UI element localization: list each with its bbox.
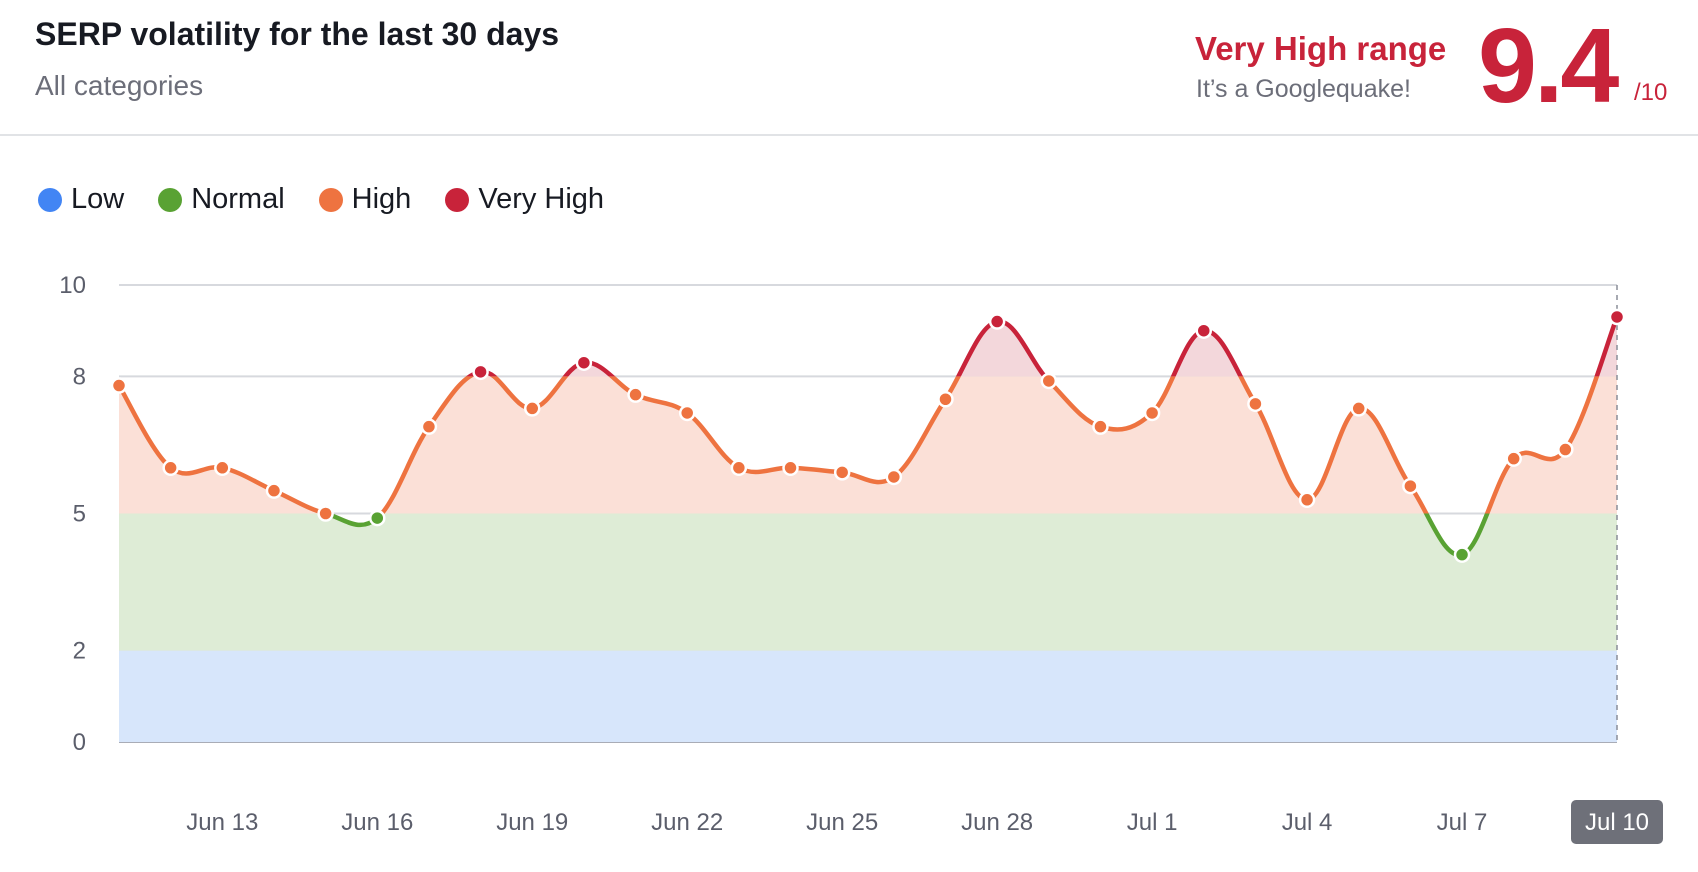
legend-dot-normal: [158, 187, 183, 212]
data-point[interactable]: [1298, 491, 1316, 509]
x-tick-label: Jun 19: [496, 809, 568, 836]
range-label: Very High range: [1195, 30, 1447, 67]
y-tick-label: 5: [73, 501, 86, 528]
volatility-score: 9.4: [1478, 7, 1619, 125]
band-area-normal: [119, 513, 1617, 651]
data-point[interactable]: [1557, 441, 1574, 458]
x-tick-label: Jun 22: [651, 809, 723, 836]
data-point[interactable]: [472, 363, 489, 381]
data-point[interactable]: [730, 459, 748, 477]
data-point[interactable]: [1247, 395, 1264, 413]
x-tick-label: Jun 16: [341, 809, 413, 836]
legend-dot-high: [318, 187, 343, 212]
x-tick-label: Jun 25: [806, 809, 878, 836]
y-tick-label: 10: [59, 272, 86, 299]
legend-dot-low: [38, 187, 62, 212]
data-point[interactable]: [523, 400, 541, 417]
data-point[interactable]: [1092, 418, 1109, 435]
legend-label-high: High: [351, 183, 412, 215]
data-point[interactable]: [782, 459, 799, 477]
chart-title: SERP volatility for the last 30 days: [35, 16, 560, 52]
data-point[interactable]: [1143, 404, 1161, 422]
x-tick-label: Jul 10: [1585, 809, 1649, 836]
y-tick-label: 0: [73, 729, 86, 756]
legend-item-high[interactable]: High: [318, 183, 412, 216]
range-note: It’s a Googlequake!: [1196, 75, 1411, 103]
data-point[interactable]: [833, 464, 851, 481]
x-tick-label: Jul 1: [1127, 809, 1178, 836]
legend-item-low[interactable]: Low: [38, 183, 124, 216]
data-point[interactable]: [369, 509, 386, 527]
y-tick-label: 2: [73, 638, 86, 665]
y-tick-label: 8: [73, 363, 86, 390]
data-point[interactable]: [110, 377, 128, 394]
legend-label-very-high: Very High: [478, 183, 605, 215]
legend-dot-very-high: [445, 187, 470, 212]
band-area-high: [119, 376, 1617, 514]
legend-item-normal[interactable]: Normal: [158, 183, 285, 216]
volatility-chart[interactable]: 0 2 5 8 10 Jun 13 Jun 16 Jun 19 Jun 22 Jun 25 Jun …: [0, 220, 1698, 872]
data-point[interactable]: [1453, 546, 1471, 563]
data-point[interactable]: [1195, 322, 1213, 339]
data-point[interactable]: [1402, 477, 1419, 495]
x-tick-label: Jul 4: [1282, 809, 1333, 836]
data-point[interactable]: [1040, 372, 1058, 390]
data-point[interactable]: [575, 354, 593, 371]
category-selector[interactable]: All categories: [35, 70, 204, 101]
chart-legend: Low Normal High Very High: [38, 183, 604, 216]
data-point[interactable]: [214, 459, 231, 477]
data-point[interactable]: [1350, 400, 1367, 417]
series-line-high: [117, 376, 1600, 514]
data-point[interactable]: [162, 459, 179, 477]
data-point[interactable]: [1608, 308, 1626, 326]
data-point[interactable]: [988, 313, 1006, 330]
data-point[interactable]: [1505, 450, 1522, 467]
x-tick-label: Jul 7: [1437, 809, 1488, 836]
x-tick-highlight: [1571, 800, 1663, 844]
band-area-low: [119, 650, 1617, 742]
data-point[interactable]: [937, 391, 954, 408]
data-point[interactable]: [420, 418, 438, 435]
data-point[interactable]: [265, 482, 283, 499]
data-point[interactable]: [317, 505, 334, 522]
x-tick-label: Jun 13: [186, 809, 258, 836]
legend-label-normal: Normal: [191, 183, 285, 215]
x-tick-label: Jun 28: [961, 809, 1033, 836]
score-max: /10: [1634, 79, 1668, 106]
data-point[interactable]: [885, 468, 903, 486]
widget-header: SERP volatility for the last 30 days All…: [0, 0, 1698, 136]
data-point[interactable]: [678, 404, 696, 422]
data-point[interactable]: [627, 386, 644, 403]
legend-label-low: Low: [71, 183, 125, 215]
legend-item-very-high[interactable]: Very High: [445, 183, 604, 216]
